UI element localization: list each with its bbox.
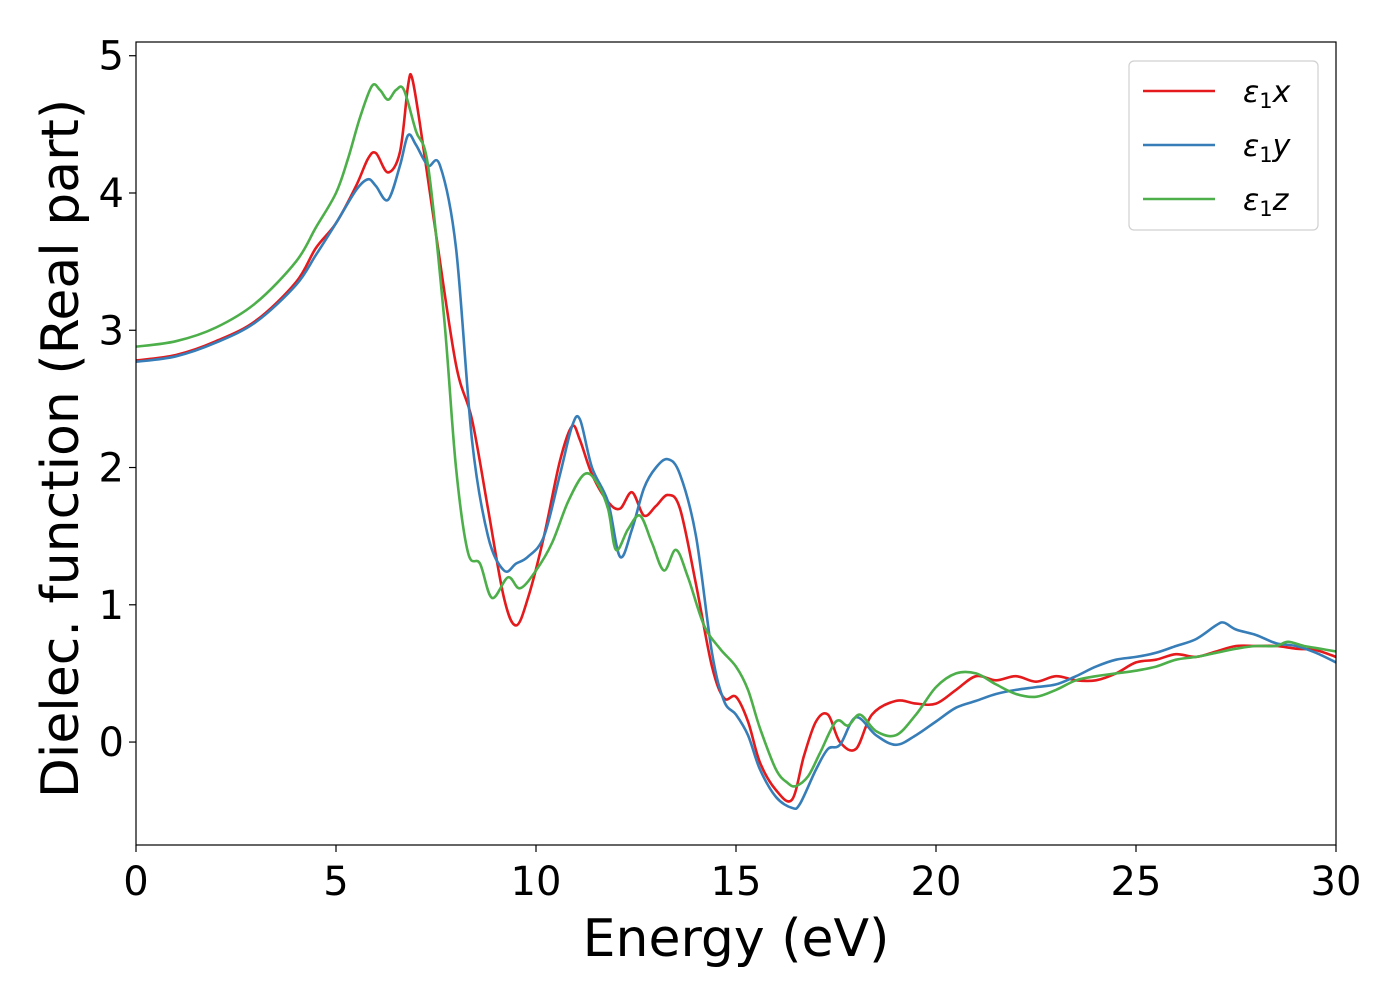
y-tick-label: 0 [99,720,124,766]
y-tick-label: 1 [99,583,124,629]
series-lines [136,72,1336,811]
y-tick-label: 5 [99,34,124,80]
y-tick-label: 2 [99,446,124,492]
legend-box [1128,60,1319,231]
x-tick-label: 25 [1111,859,1162,905]
y-axis-label: Dielec. function (Real part) [31,99,91,798]
series-line-y [136,133,1336,811]
series-line-z [136,83,1336,788]
x-tick-label: 0 [123,859,148,905]
legend: ε1x ε1y ε1z [1128,60,1319,231]
x-tick-label: 10 [511,859,562,905]
y-tick-label: 3 [99,308,124,354]
legend-label-x: ε1x [1243,75,1291,113]
series-line-x [136,72,1336,803]
y-tick-label: 4 [99,171,124,217]
x-tick-label: 20 [911,859,962,905]
x-tick-label: 5 [323,859,348,905]
x-tick-label: 15 [711,859,762,905]
x-axis-label: Energy (eV) [583,909,890,969]
axis-ticks: 0 5 10 15 20 25 30 0 1 2 3 4 5 [99,34,1362,905]
legend-label-y: ε1y [1243,129,1292,167]
x-tick-label: 30 [1311,859,1362,905]
legend-label-z: ε1z [1243,183,1290,221]
